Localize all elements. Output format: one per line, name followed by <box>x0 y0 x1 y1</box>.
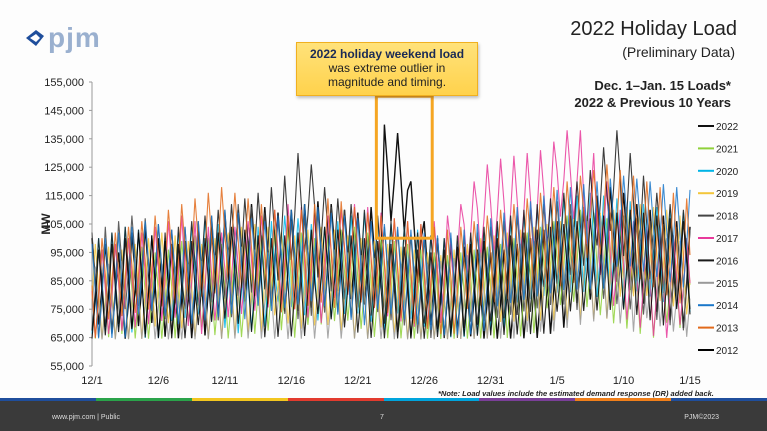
footer-page-number: 7 <box>380 414 384 421</box>
pjm-logo-text: pjm <box>48 22 101 53</box>
callout-line1: 2022 holiday weekend load <box>309 47 465 61</box>
pjm-logo-icon <box>26 30 44 46</box>
footnote: *Note: Load values include the estimated… <box>438 389 714 398</box>
legend-label-2021: 2021 <box>716 144 739 155</box>
y-axis-title: MW <box>39 213 53 235</box>
x-tick-label: 12/1 <box>81 375 102 387</box>
legend-label-2022: 2022 <box>716 122 739 133</box>
y-tick-label: 75,000 <box>50 304 84 316</box>
x-tick-label: 12/31 <box>477 375 505 387</box>
footer-website: www.pjm.com | Public <box>52 414 120 421</box>
legend-label-2012: 2012 <box>716 346 739 357</box>
y-tick-label: 65,000 <box>50 333 84 345</box>
pjm-logo: pjm <box>24 22 101 54</box>
page-title: 2022 Holiday Load <box>570 18 737 40</box>
y-tick-label: 145,000 <box>44 105 84 117</box>
legend-label-2020: 2020 <box>716 167 739 178</box>
outlier-callout: 2022 holiday weekend load was extreme ou… <box>296 42 478 96</box>
x-tick-label: 12/26 <box>410 375 438 387</box>
x-tick-label: 1/15 <box>679 375 700 387</box>
y-tick-label: 95,000 <box>50 247 84 259</box>
x-tick-label: 12/6 <box>148 375 169 387</box>
x-tick-label: 12/16 <box>278 375 306 387</box>
load-chart: 155,000 145,000 135,000 125,000 115,000 105,0… <box>39 77 739 387</box>
y-tick-label: 85,000 <box>50 276 84 288</box>
series-line-2012 <box>91 209 691 339</box>
date-range-label: Dec. 1–Jan. 15 Loads* <box>594 78 731 93</box>
y-tick-label: 55,000 <box>50 361 84 373</box>
y-tick-label: 125,000 <box>44 162 84 174</box>
series-line-2015 <box>91 215 691 340</box>
legend-label-2015: 2015 <box>716 279 739 290</box>
years-range-label: 2022 & Previous 10 Years <box>574 95 731 110</box>
footer-bar: www.pjm.com | Public 7 PJM©2023 <box>0 398 767 431</box>
y-tick-label: 155,000 <box>44 77 84 89</box>
callout-line3: magnitude and timing. <box>327 75 447 89</box>
x-tick-label: 12/21 <box>344 375 372 387</box>
page-subtitle: (Preliminary Data) <box>622 44 735 60</box>
legend-label-2014: 2014 <box>716 301 739 312</box>
series-line-2018 <box>91 201 691 339</box>
legend-label-2013: 2013 <box>716 324 739 335</box>
x-tick-label: 12/11 <box>212 375 239 387</box>
footer-color-stripe <box>0 398 767 401</box>
y-tick-label: 135,000 <box>44 134 84 146</box>
y-tick-label: 105,000 <box>44 219 84 231</box>
outlier-highlight-box <box>374 94 434 240</box>
series-line-2014 <box>91 175 691 339</box>
legend-label-2016: 2016 <box>716 256 739 267</box>
x-tick-label: 1/5 <box>549 375 564 387</box>
legend-label-2019: 2019 <box>716 189 739 200</box>
y-tick-label: 115,000 <box>45 191 84 203</box>
legend-label-2017: 2017 <box>716 234 739 245</box>
x-tick-label: 1/10 <box>613 375 634 387</box>
callout-line2: was extreme outlier in <box>328 61 446 75</box>
footer-copyright: PJM©2023 <box>684 414 719 421</box>
legend-label-2018: 2018 <box>716 212 739 223</box>
series-line-2016 <box>91 130 691 338</box>
